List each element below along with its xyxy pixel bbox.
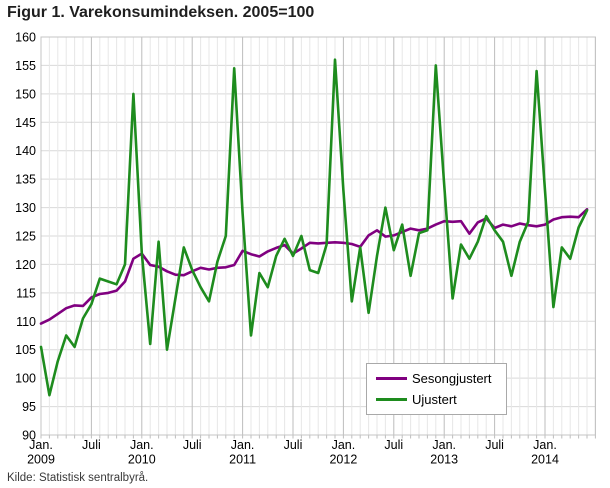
y-tick-label: 140	[15, 144, 36, 158]
y-tick-label: 135	[15, 173, 36, 187]
x-tick-year-label: 2010	[128, 453, 156, 467]
x-tick-year-label: 2013	[430, 453, 458, 467]
source-note: Kilde: Statistisk sentralbyrå.	[7, 472, 149, 484]
chart-title: Figur 1. Varekonsumindeksen. 2005=100	[7, 4, 315, 21]
plot-border	[40, 36, 596, 436]
legend-label-ujustert: Ujustert	[412, 392, 457, 407]
x-tick-label: Jan.	[533, 438, 557, 452]
x-tick-label: Jan.	[332, 438, 356, 452]
y-tick-label: 95	[22, 400, 36, 414]
x-tick-label: Juli	[485, 438, 504, 452]
x-tick-label: Jan.	[130, 438, 154, 452]
legend-label-sesongjustert: Sesongjustert	[412, 371, 492, 386]
y-tick-label: 150	[15, 87, 36, 101]
y-tick-label: 120	[15, 258, 36, 272]
y-tick-label: 110	[16, 315, 36, 329]
y-tick-label: 145	[15, 116, 36, 130]
x-tick-year-label: 2009	[27, 453, 55, 467]
y-tick-label: 130	[15, 201, 36, 215]
y-tick-label: 125	[15, 230, 36, 244]
x-tick-year-label: 2012	[329, 453, 357, 467]
y-tick-label: 155	[15, 59, 36, 73]
series-line-sesongjustert	[39, 208, 589, 325]
y-tick-label: 100	[15, 372, 36, 386]
y-tick-label: 160	[15, 31, 36, 45]
x-tick-label: Juli	[284, 438, 303, 452]
x-tick-label: Juli	[183, 438, 202, 452]
y-tick-label: 105	[15, 343, 36, 357]
legend-item-sesongjustert: Sesongjustert	[376, 371, 492, 386]
x-tick-label: Juli	[384, 438, 403, 452]
series-line-ujustert	[39, 58, 589, 397]
x-tick-label: Jan.	[432, 438, 456, 452]
legend: Sesongjustert Ujustert	[366, 363, 507, 415]
x-tick-year-label: 2014	[531, 453, 559, 467]
x-tick-label: Jan.	[29, 438, 53, 452]
legend-swatch-ujustert-icon	[376, 398, 407, 401]
x-tick-year-label: 2011	[229, 453, 256, 467]
x-tick-label: Jan.	[231, 438, 255, 452]
legend-swatch-sesongjustert-icon	[376, 377, 407, 380]
x-tick-label: Juli	[82, 438, 101, 452]
y-tick-label: 90	[22, 429, 36, 443]
legend-item-ujustert: Ujustert	[376, 392, 492, 407]
y-tick-label: 115	[16, 286, 36, 300]
